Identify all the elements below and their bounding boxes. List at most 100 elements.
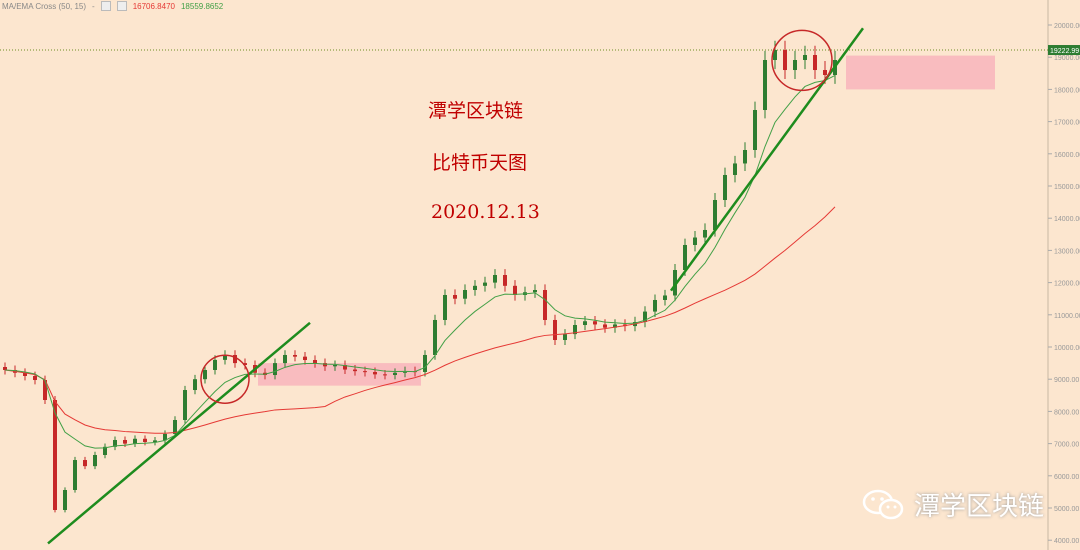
y-tick-label: 12000.00 bbox=[1054, 281, 1080, 288]
candle-body bbox=[373, 371, 377, 375]
y-tick-label: 6000.00 bbox=[1054, 474, 1079, 481]
candle-body bbox=[473, 285, 477, 291]
candle-body bbox=[343, 364, 347, 370]
candle-body bbox=[53, 400, 57, 510]
candle-body bbox=[23, 372, 27, 376]
candle-body bbox=[243, 363, 247, 365]
candle-body bbox=[743, 150, 747, 164]
candle-body bbox=[393, 372, 397, 376]
candle-body bbox=[533, 290, 537, 293]
candle-body bbox=[493, 275, 497, 283]
candle-body bbox=[503, 275, 507, 286]
candle-body bbox=[483, 282, 487, 286]
y-tick-label: 7000.00 bbox=[1054, 442, 1079, 449]
candle-body bbox=[823, 70, 827, 76]
annotation-subtitle: 比特币天图 bbox=[432, 152, 528, 174]
candle-body bbox=[203, 369, 207, 380]
candle-body bbox=[713, 200, 717, 230]
y-tick-label: 17000.00 bbox=[1054, 120, 1080, 127]
candle-body bbox=[163, 433, 167, 441]
candle-body bbox=[3, 367, 7, 370]
candle-body bbox=[143, 438, 147, 442]
candle-body bbox=[213, 359, 217, 370]
candle-body bbox=[643, 311, 647, 323]
highlight-circle-0 bbox=[200, 354, 250, 404]
y-tick-label: 16000.00 bbox=[1054, 152, 1080, 159]
candle-body bbox=[673, 270, 677, 296]
candle-body bbox=[583, 321, 587, 326]
y-tick-label: 19000.00 bbox=[1054, 55, 1080, 62]
candle-body bbox=[233, 354, 237, 364]
settings-icon[interactable] bbox=[100, 1, 111, 11]
candle-body bbox=[723, 174, 727, 201]
watermark-text: 潭学区块链 bbox=[914, 492, 1045, 522]
candle-body bbox=[173, 419, 177, 434]
candle-body bbox=[813, 55, 817, 71]
ema-value: 18559.8652 bbox=[180, 1, 224, 11]
candle-body bbox=[323, 363, 327, 367]
trendline-0 bbox=[47, 321, 311, 545]
last-price-label: 19222.99 bbox=[1050, 48, 1079, 55]
candle-body bbox=[703, 229, 707, 238]
support-zone-1 bbox=[846, 55, 995, 90]
y-tick-label: 15000.00 bbox=[1054, 184, 1080, 191]
candle-body bbox=[73, 460, 77, 491]
highlight-circle-1 bbox=[771, 29, 833, 92]
candle-body bbox=[283, 354, 287, 364]
candle-body bbox=[603, 324, 607, 328]
last-price-tag bbox=[1048, 45, 1080, 56]
candle-body bbox=[613, 324, 617, 328]
candle-body bbox=[293, 354, 297, 357]
ma-value: 16706.8470 bbox=[132, 1, 175, 11]
candle-body bbox=[433, 319, 437, 355]
y-tick-label: 20000.00 bbox=[1054, 23, 1080, 30]
candle-body bbox=[193, 379, 197, 391]
y-tick-label: 13000.00 bbox=[1054, 248, 1080, 255]
legend-dash: - bbox=[92, 1, 95, 11]
y-tick-label: 14000.00 bbox=[1054, 216, 1080, 223]
candle-body bbox=[653, 299, 657, 312]
indicator-label: MA/EMA Cross (50, 15) bbox=[2, 1, 87, 11]
candle-body bbox=[113, 439, 117, 447]
candle-body bbox=[573, 325, 577, 335]
candle-body bbox=[133, 438, 137, 444]
candle-body bbox=[103, 446, 107, 455]
candle-body bbox=[553, 319, 557, 341]
candle-body bbox=[223, 354, 227, 360]
candle-body bbox=[443, 294, 447, 320]
ma-line bbox=[4, 206, 836, 434]
candle-body bbox=[453, 294, 457, 299]
candle-body bbox=[593, 321, 597, 325]
candle-body bbox=[563, 334, 567, 341]
y-tick-label: 10000.00 bbox=[1054, 345, 1080, 352]
annotation-title: 潭学区块链 bbox=[428, 100, 524, 122]
y-tick-label: 18000.00 bbox=[1054, 87, 1080, 94]
candle-body bbox=[803, 55, 807, 61]
candle-body bbox=[663, 295, 667, 300]
candle-body bbox=[463, 290, 467, 299]
annotation-date: 2020.12.13 bbox=[431, 201, 540, 223]
candle-body bbox=[403, 371, 407, 373]
close-icon[interactable] bbox=[116, 1, 127, 11]
candle-body bbox=[153, 440, 157, 442]
trendline-1 bbox=[669, 27, 865, 292]
candle-body bbox=[763, 60, 767, 111]
candle-body bbox=[273, 363, 277, 376]
candle-body bbox=[783, 49, 787, 71]
candle-body bbox=[123, 439, 127, 444]
candle-body bbox=[43, 380, 47, 401]
y-tick-label: 9000.00 bbox=[1054, 377, 1079, 384]
candle-body bbox=[63, 490, 67, 510]
candle-body bbox=[93, 454, 97, 467]
candle-body bbox=[333, 364, 337, 367]
candle-body bbox=[543, 290, 547, 320]
candle-body bbox=[83, 460, 87, 467]
candle-body bbox=[773, 49, 777, 61]
candle-body bbox=[353, 369, 357, 372]
y-tick-label: 4000.00 bbox=[1054, 538, 1079, 545]
candle-body bbox=[683, 244, 687, 271]
candle-body bbox=[733, 163, 737, 175]
candle-body bbox=[183, 390, 187, 420]
wechat-icon bbox=[862, 489, 904, 519]
